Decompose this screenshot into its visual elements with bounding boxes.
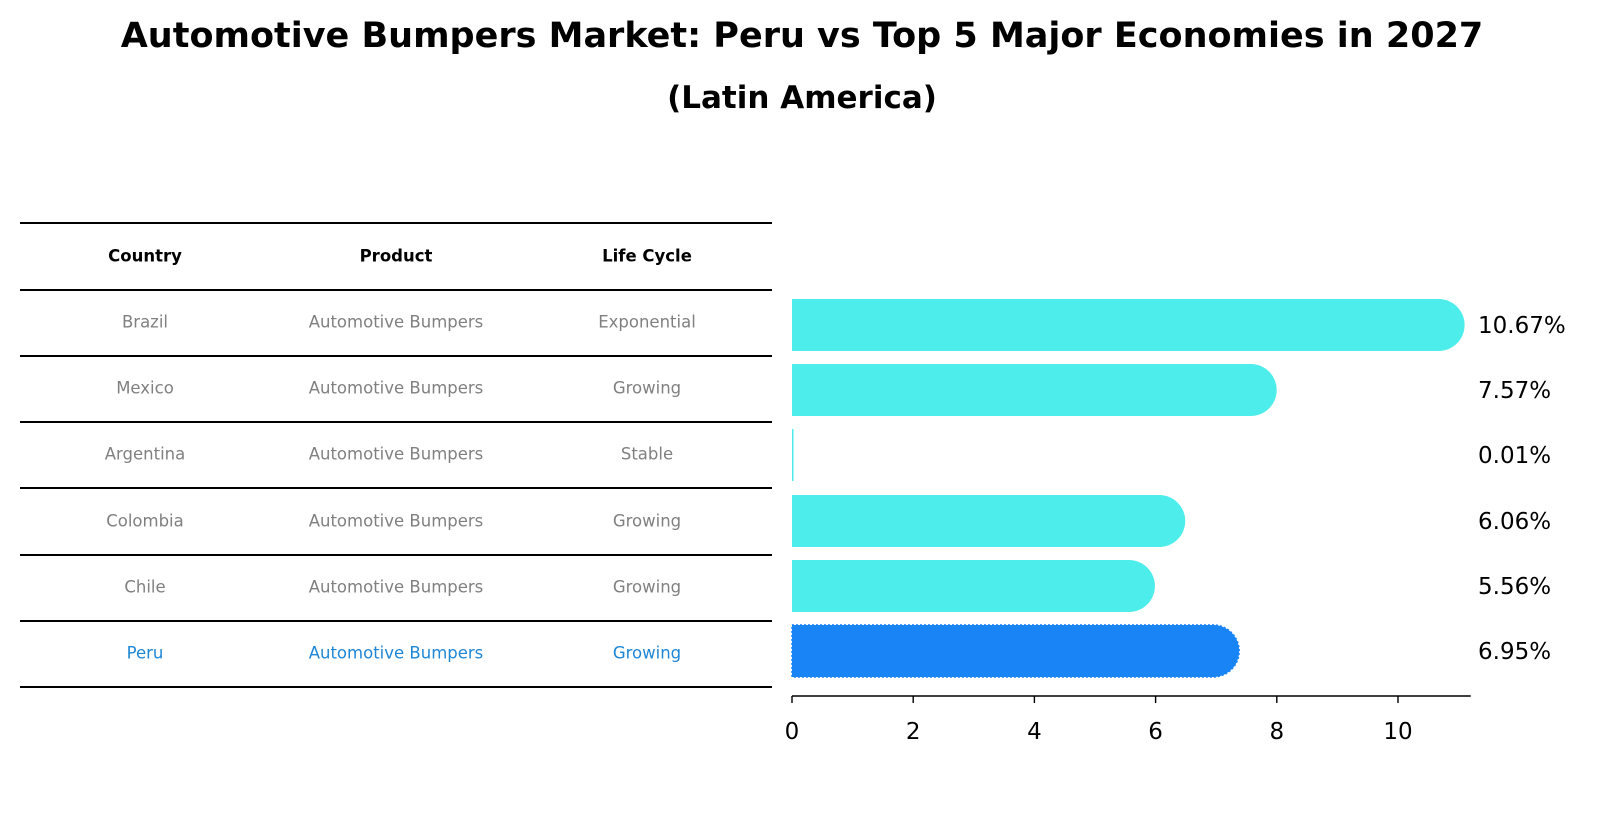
table-cell-life-cycle: Growing bbox=[612, 643, 682, 663]
column-header: Product bbox=[359, 246, 433, 266]
table-rule bbox=[20, 289, 772, 291]
bar bbox=[792, 495, 1186, 547]
table-cell-life-cycle: Exponential bbox=[598, 312, 696, 332]
table-cell-product: Automotive Bumpers bbox=[308, 511, 484, 530]
table-cell-life-cycle: Growing bbox=[612, 511, 682, 530]
x-tick-label: 10 bbox=[1383, 719, 1412, 745]
table-rule bbox=[20, 554, 772, 556]
bar bbox=[792, 364, 1277, 416]
column-header: Life Cycle bbox=[602, 246, 692, 266]
x-tick-label: 8 bbox=[1269, 719, 1284, 745]
x-tick-label: 2 bbox=[906, 719, 921, 745]
value-label: 0.01% bbox=[1478, 443, 1551, 469]
column-header: Country bbox=[108, 246, 182, 266]
table-rule bbox=[20, 355, 772, 357]
table-cell-product: Automotive Bumpers bbox=[308, 643, 484, 663]
table-cell-product: Automotive Bumpers bbox=[308, 577, 484, 597]
chart-subtitle: (Latin America) bbox=[667, 80, 937, 116]
value-label: 10.67% bbox=[1478, 313, 1566, 339]
bar bbox=[792, 299, 1465, 351]
bar bbox=[791, 624, 1240, 678]
table-cell-country: Chile bbox=[124, 577, 166, 597]
table-cell-country: Argentina bbox=[104, 444, 186, 464]
chart-title: Automotive Bumpers Market: Peru vs Top 5… bbox=[120, 16, 1484, 56]
table-cell-country: Brazil bbox=[121, 312, 169, 332]
table-cell-country: Mexico bbox=[116, 378, 174, 398]
table-rule bbox=[20, 421, 772, 423]
table-cell-life-cycle: Growing bbox=[612, 378, 682, 398]
table-cell-product: Automotive Bumpers bbox=[308, 378, 484, 398]
bar bbox=[792, 560, 1155, 612]
value-label: 6.95% bbox=[1478, 639, 1551, 665]
x-tick-label: 6 bbox=[1148, 719, 1163, 745]
table-cell-product: Automotive Bumpers bbox=[308, 312, 484, 332]
value-label: 7.57% bbox=[1478, 378, 1551, 404]
table-cell-country: Colombia bbox=[106, 511, 184, 530]
x-tick-label: 4 bbox=[1027, 719, 1042, 745]
value-label: 6.06% bbox=[1478, 509, 1551, 535]
bar bbox=[792, 429, 794, 481]
table-cell-life-cycle: Growing bbox=[612, 577, 682, 597]
table-rule bbox=[20, 686, 772, 688]
value-label: 5.56% bbox=[1478, 574, 1551, 600]
table-cell-country: Peru bbox=[126, 643, 164, 663]
x-tick-label: 0 bbox=[785, 719, 800, 745]
table-cell-product: Automotive Bumpers bbox=[308, 444, 484, 464]
table-rule bbox=[20, 222, 772, 224]
table-rule bbox=[20, 487, 772, 489]
table-rule bbox=[20, 620, 772, 622]
table-cell-life-cycle: Stable bbox=[620, 444, 674, 464]
